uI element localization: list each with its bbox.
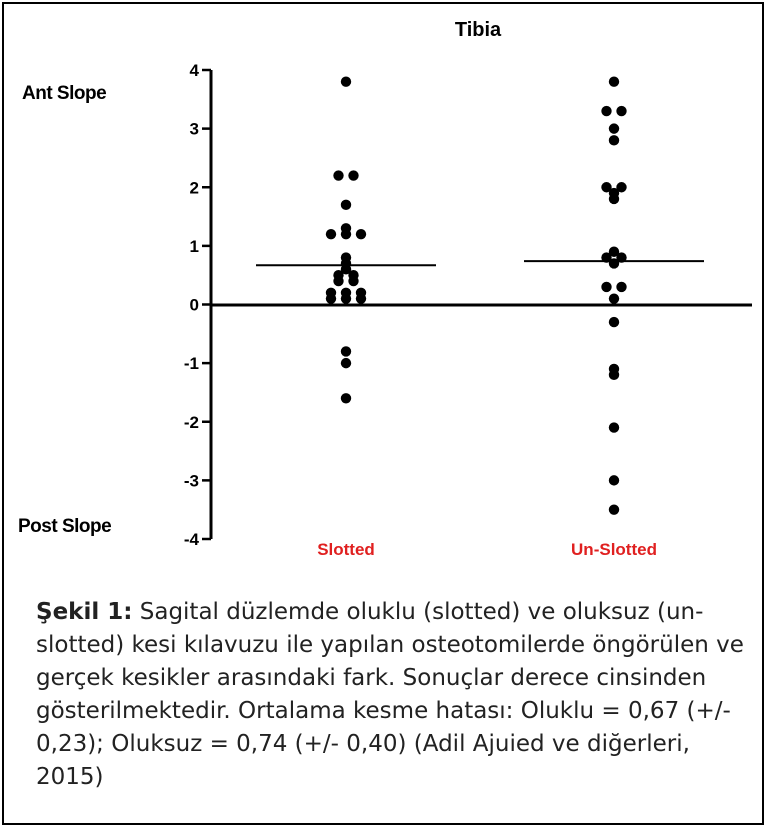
category-label-un-slotted: Un-Slotted bbox=[571, 540, 657, 559]
data-point-slotted bbox=[333, 275, 344, 287]
y-tick-label: -1 bbox=[184, 354, 199, 373]
data-point-slotted bbox=[340, 199, 352, 211]
data-point-un-slotted bbox=[601, 252, 612, 263]
data-point-slotted bbox=[333, 170, 344, 181]
data-point-un-slotted bbox=[608, 258, 620, 269]
caption-text: Sagital düzlemde oluklu (slotted) ve olu… bbox=[36, 599, 744, 790]
data-point-slotted bbox=[340, 228, 352, 240]
data-point-un-slotted bbox=[616, 252, 627, 263]
data-point-un-slotted bbox=[608, 422, 620, 433]
data-point-un-slotted bbox=[616, 281, 627, 293]
chart-title: Tibia bbox=[455, 19, 502, 41]
data-point-un-slotted bbox=[616, 182, 627, 193]
post-slope-label: Post Slope bbox=[18, 516, 111, 537]
y-tick-label: 3 bbox=[190, 120, 199, 139]
data-point-un-slotted bbox=[608, 246, 620, 257]
data-point-slotted bbox=[340, 346, 352, 357]
data-point-un-slotted bbox=[601, 105, 612, 117]
figure-caption: Şekil 1: Sagital düzlemde oluklu (slotte… bbox=[36, 596, 756, 794]
data-point-un-slotted bbox=[601, 281, 612, 293]
data-point-un-slotted bbox=[608, 316, 620, 328]
data-point-un-slotted bbox=[616, 105, 627, 117]
data-point-slotted bbox=[340, 76, 352, 87]
data-point-slotted bbox=[348, 170, 359, 181]
y-tick-label: 2 bbox=[190, 178, 199, 197]
data-point-un-slotted bbox=[608, 504, 620, 515]
data-point-un-slotted bbox=[608, 123, 620, 134]
tibia-scatter-chart: Tibia Ant Slope Post Slope 4 3 2 1 0 -1 -2 -3 -4… bbox=[18, 19, 752, 559]
data-point-un-slotted bbox=[608, 369, 620, 381]
data-point-un-slotted bbox=[608, 76, 620, 87]
ant-slope-label: Ant Slope bbox=[22, 83, 106, 104]
data-point-un-slotted bbox=[608, 475, 620, 486]
data-point-slotted bbox=[340, 393, 352, 404]
y-tick-label: 4 bbox=[190, 61, 200, 80]
data-point-slotted bbox=[340, 264, 352, 275]
y-tick-label: -2 bbox=[184, 413, 199, 432]
data-point-slotted bbox=[355, 293, 367, 304]
data-point-slotted bbox=[325, 228, 337, 240]
data-point-un-slotted bbox=[608, 193, 620, 205]
data-point-un-slotted bbox=[608, 135, 620, 146]
category-label-slotted: Slotted bbox=[317, 540, 375, 559]
data-point-slotted bbox=[340, 357, 352, 369]
y-tick-label: -4 bbox=[184, 530, 200, 549]
data-point-slotted bbox=[348, 275, 359, 287]
data-point-slotted bbox=[340, 293, 352, 304]
caption-label: Şekil 1: bbox=[36, 599, 133, 625]
data-point-un-slotted bbox=[601, 182, 612, 193]
y-tick-label: -3 bbox=[184, 471, 199, 490]
y-tick-label: 0 bbox=[190, 296, 199, 315]
data-point-un-slotted bbox=[608, 293, 620, 304]
data-point-slotted bbox=[325, 293, 337, 304]
y-tick-label: 1 bbox=[190, 237, 199, 256]
data-point-slotted bbox=[355, 228, 367, 240]
